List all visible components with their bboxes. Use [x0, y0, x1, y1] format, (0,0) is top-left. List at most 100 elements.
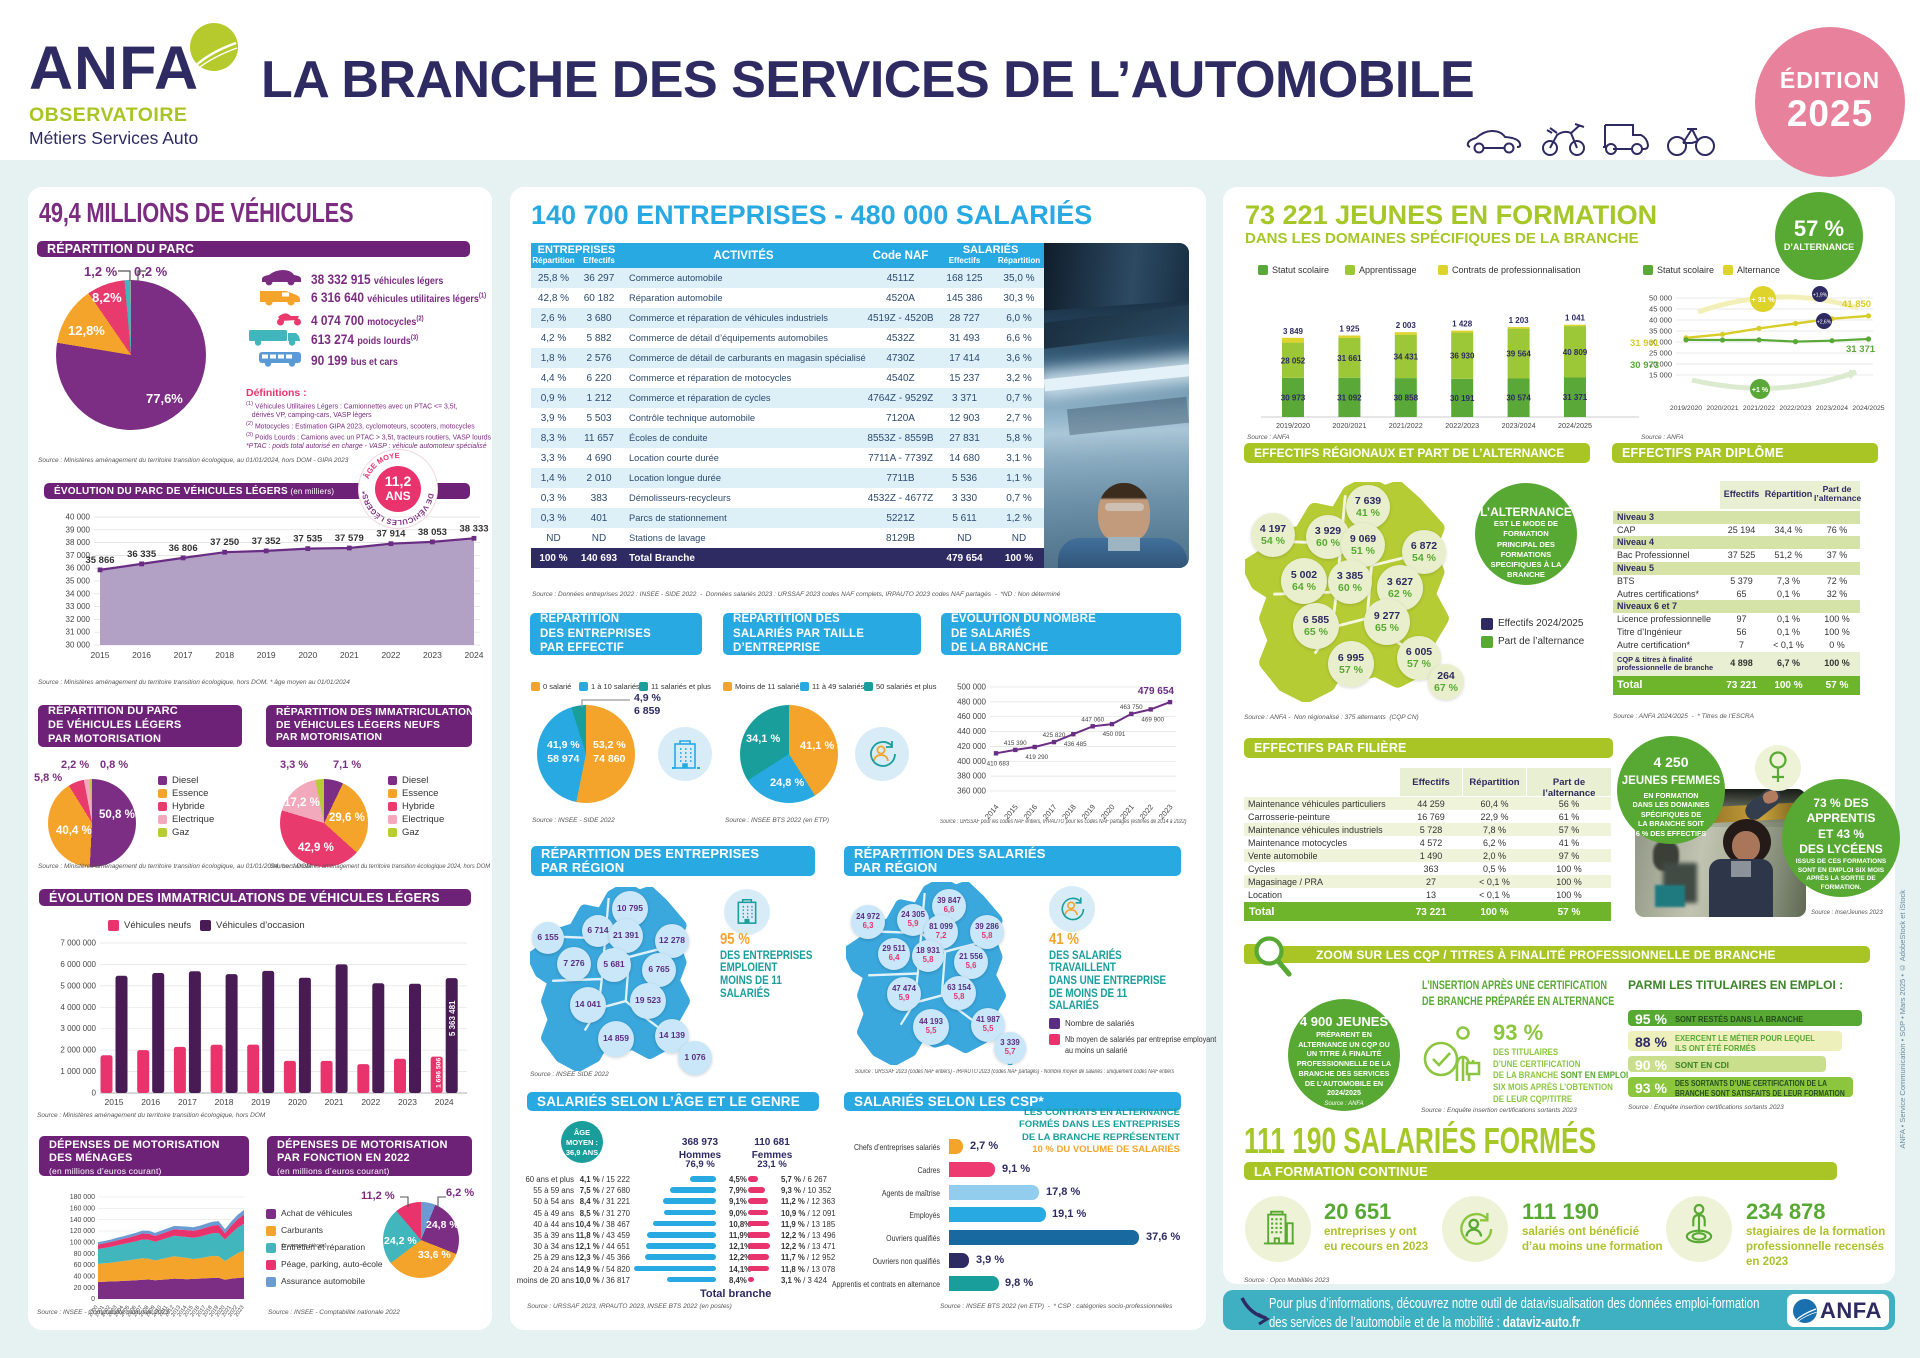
svg-text:39 000: 39 000: [66, 525, 91, 534]
svg-text:40 000: 40 000: [74, 1274, 96, 1281]
svg-text:2017: 2017: [196, 1305, 208, 1318]
svg-text:440 000: 440 000: [957, 727, 986, 736]
svg-text:+ 31 %: + 31 %: [1751, 295, 1775, 304]
svg-text:2022: 2022: [381, 650, 400, 660]
svg-text:2015: 2015: [91, 650, 110, 660]
svg-text:2018: 2018: [202, 1305, 214, 1318]
svg-text:1 696 506: 1 696 506: [436, 1058, 443, 1088]
svg-text:5 363 481: 5 363 481: [448, 1000, 457, 1036]
svg-text:2020: 2020: [215, 1305, 227, 1318]
svg-text:480 000: 480 000: [957, 697, 986, 706]
svg-text:2020/2021: 2020/2021: [1706, 405, 1738, 412]
svg-text:2021/2022: 2021/2022: [1743, 405, 1775, 412]
svg-text:31 371: 31 371: [1563, 393, 1588, 402]
svg-text:36 335: 36 335: [127, 549, 157, 560]
svg-text:35 000: 35 000: [66, 577, 91, 586]
svg-text:2016: 2016: [132, 650, 151, 660]
svg-text:31 661: 31 661: [1337, 354, 1362, 363]
svg-text:2023/2024: 2023/2024: [1502, 421, 1536, 430]
svg-text:450 091: 450 091: [1103, 731, 1126, 738]
svg-text:425 820: 425 820: [1043, 732, 1066, 739]
svg-text:3 849: 3 849: [1283, 327, 1304, 336]
svg-text:2024/2025: 2024/2025: [1558, 421, 1592, 430]
svg-text:415 390: 415 390: [1004, 740, 1027, 747]
svg-text:436 485: 436 485: [1064, 741, 1087, 748]
svg-text:2016: 2016: [141, 1097, 160, 1107]
svg-text:2020: 2020: [298, 650, 317, 660]
svg-text:34 000: 34 000: [66, 589, 91, 598]
svg-text:2 003: 2 003: [1396, 321, 1417, 330]
svg-text:2013: 2013: [170, 1305, 182, 1318]
svg-text:2019/2020: 2019/2020: [1670, 405, 1702, 412]
svg-text:460 000: 460 000: [957, 712, 986, 721]
svg-text:2023: 2023: [423, 650, 442, 660]
svg-text:2021: 2021: [340, 650, 359, 660]
svg-text:447 060: 447 060: [1081, 716, 1104, 723]
svg-text:60 000: 60 000: [74, 1262, 96, 1269]
svg-text:39 564: 39 564: [1506, 350, 1531, 359]
svg-text:36 806: 36 806: [169, 543, 198, 554]
svg-text:380 000: 380 000: [957, 772, 986, 781]
svg-text:5 000 000: 5 000 000: [60, 981, 96, 990]
svg-text:469 900: 469 900: [1141, 716, 1164, 723]
svg-text:2000: 2000: [88, 1305, 100, 1318]
svg-text:2023/2024: 2023/2024: [1816, 405, 1848, 412]
svg-text:2014: 2014: [177, 1305, 189, 1318]
svg-text:30 973: 30 973: [1630, 360, 1659, 371]
svg-text:30 574: 30 574: [1506, 394, 1531, 403]
svg-text:2015: 2015: [105, 1097, 124, 1107]
svg-text:0: 0: [91, 1296, 95, 1303]
svg-text:2 000 000: 2 000 000: [60, 1046, 96, 1055]
svg-text:120 000: 120 000: [70, 1228, 95, 1235]
svg-text:2019: 2019: [208, 1305, 220, 1318]
svg-text:30 191: 30 191: [1450, 394, 1475, 403]
svg-text:2005: 2005: [119, 1305, 131, 1318]
svg-text:37 352: 37 352: [252, 536, 281, 547]
svg-text:360 000: 360 000: [957, 787, 986, 796]
svg-text:37 579: 37 579: [335, 533, 364, 544]
svg-text:419 290: 419 290: [1025, 754, 1048, 761]
svg-text:2001: 2001: [94, 1305, 106, 1318]
svg-text:2022: 2022: [227, 1305, 239, 1318]
svg-text:38 333: 38 333: [459, 523, 488, 534]
svg-text:140 000: 140 000: [70, 1217, 95, 1224]
svg-text:2007: 2007: [132, 1305, 144, 1318]
svg-text:30 973: 30 973: [1281, 394, 1306, 403]
svg-text:31 092: 31 092: [1337, 393, 1362, 402]
svg-text:80 000: 80 000: [74, 1251, 96, 1258]
svg-text:2022: 2022: [361, 1097, 380, 1107]
svg-text:3 000 000: 3 000 000: [60, 1024, 96, 1033]
svg-text:1 428: 1 428: [1452, 320, 1473, 329]
svg-text:2019: 2019: [251, 1097, 270, 1107]
svg-text:4 000 000: 4 000 000: [60, 1003, 96, 1012]
svg-text:2017: 2017: [174, 650, 193, 660]
svg-text:20 000: 20 000: [1649, 360, 1672, 369]
svg-text:2018: 2018: [215, 650, 234, 660]
svg-text:50 000: 50 000: [1649, 294, 1672, 303]
svg-text:34 431: 34 431: [1394, 352, 1419, 361]
svg-text:2002: 2002: [100, 1305, 112, 1318]
svg-text:2003: 2003: [107, 1305, 119, 1318]
svg-text:2021: 2021: [325, 1097, 344, 1107]
svg-text:1 925: 1 925: [1339, 325, 1360, 334]
svg-text:35 866: 35 866: [85, 555, 114, 566]
svg-text:2024: 2024: [465, 650, 484, 660]
svg-text:410 683: 410 683: [987, 760, 1010, 767]
svg-text:1 000 000: 1 000 000: [60, 1067, 96, 1076]
svg-text:37 250: 37 250: [210, 537, 239, 548]
svg-text:20 000: 20 000: [74, 1285, 96, 1292]
svg-text:180 000: 180 000: [70, 1194, 95, 1201]
svg-text:2011: 2011: [158, 1305, 170, 1318]
svg-text:2010: 2010: [151, 1305, 163, 1318]
svg-text:25 000: 25 000: [1649, 349, 1672, 358]
svg-text:2019/2020: 2019/2020: [1276, 421, 1310, 430]
svg-text:463 750: 463 750: [1120, 704, 1143, 711]
svg-text:400 000: 400 000: [957, 757, 986, 766]
svg-text:40 000: 40 000: [1649, 316, 1672, 325]
svg-text:0: 0: [92, 1089, 97, 1098]
svg-text:2016: 2016: [189, 1305, 201, 1318]
svg-text:30 858: 30 858: [1394, 394, 1419, 403]
svg-text:33 000: 33 000: [66, 602, 91, 611]
svg-text:35 000: 35 000: [1649, 327, 1672, 336]
svg-text:2020/2021: 2020/2021: [1332, 421, 1366, 430]
